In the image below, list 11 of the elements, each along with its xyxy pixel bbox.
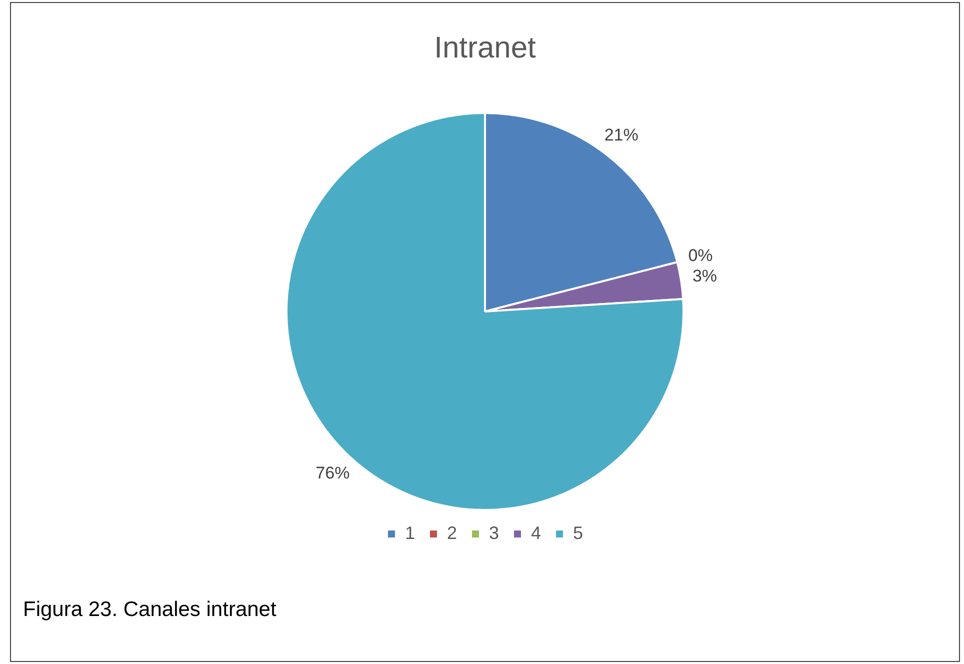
legend-label: 4 bbox=[531, 522, 542, 543]
data-label: 76% bbox=[316, 463, 350, 482]
text: Figura 23. Canales intranet bbox=[23, 598, 276, 622]
text: 0% bbox=[688, 246, 713, 265]
legend-label: 5 bbox=[573, 522, 584, 543]
chart-title: Intranet bbox=[434, 31, 537, 64]
legend-label: 3 bbox=[488, 522, 500, 543]
data-label: 21% bbox=[604, 125, 638, 144]
legend-label: 2 bbox=[446, 522, 457, 543]
data-label: 3% bbox=[692, 266, 718, 286]
legend-label: 1 bbox=[404, 522, 415, 543]
